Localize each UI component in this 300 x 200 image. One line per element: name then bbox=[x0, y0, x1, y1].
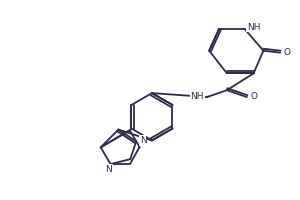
Text: O: O bbox=[284, 48, 291, 57]
Text: NH: NH bbox=[247, 23, 260, 32]
Text: O: O bbox=[250, 92, 257, 101]
Text: N: N bbox=[105, 165, 112, 174]
Text: N: N bbox=[140, 136, 146, 145]
Text: NH: NH bbox=[190, 92, 204, 101]
